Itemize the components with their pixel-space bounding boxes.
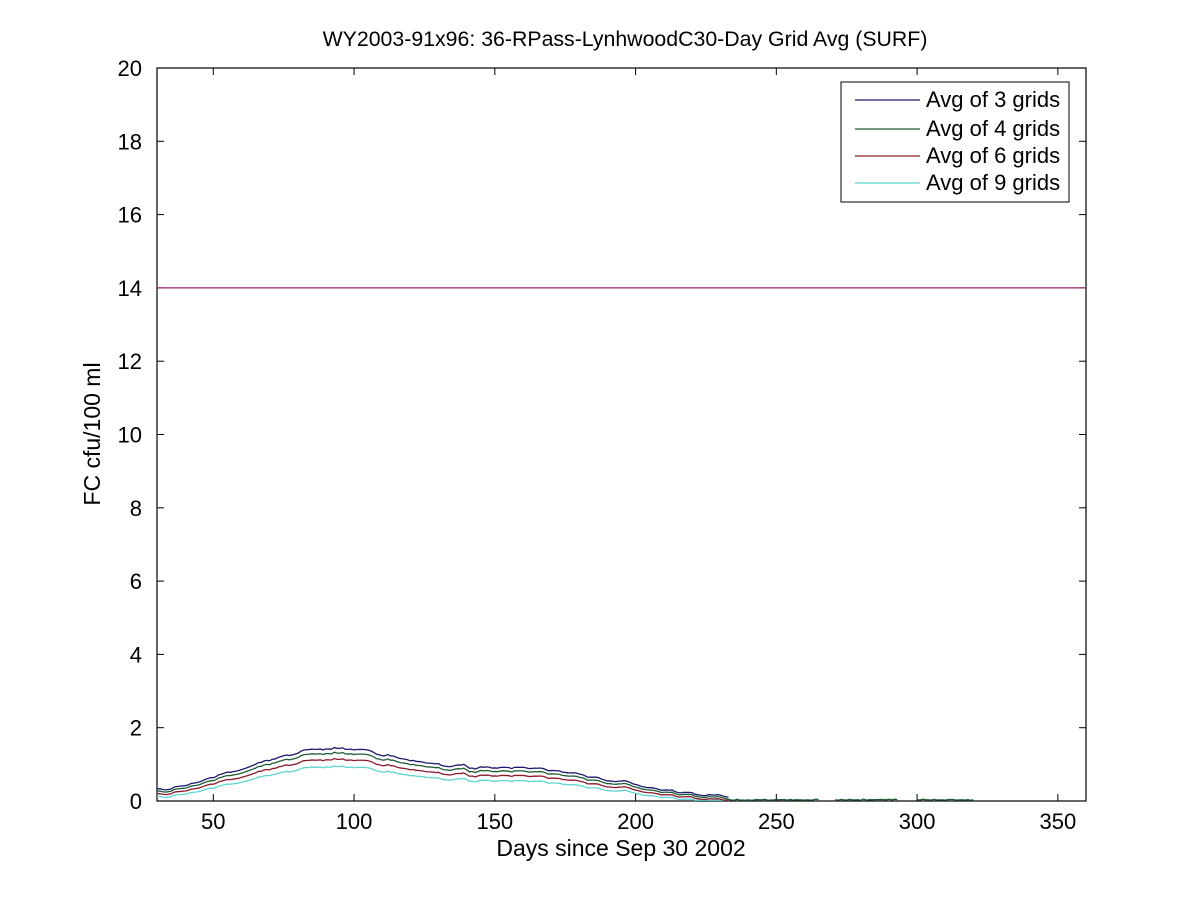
svg-text:Avg of 4 grids: Avg of 4 grids <box>926 116 1060 141</box>
svg-text:18: 18 <box>118 129 142 154</box>
svg-text:2: 2 <box>130 716 142 741</box>
svg-text:0: 0 <box>130 789 142 814</box>
svg-text:Days since Sep 30 2002: Days since Sep 30 2002 <box>496 835 745 861</box>
svg-text:8: 8 <box>130 496 142 521</box>
svg-text:350: 350 <box>1039 809 1076 834</box>
svg-text:100: 100 <box>336 809 373 834</box>
svg-text:4: 4 <box>130 642 142 667</box>
svg-text:250: 250 <box>758 809 795 834</box>
svg-text:Avg of 9 grids: Avg of 9 grids <box>926 170 1060 195</box>
svg-text:50: 50 <box>201 809 225 834</box>
svg-text:200: 200 <box>617 809 654 834</box>
svg-text:16: 16 <box>118 203 142 228</box>
svg-text:150: 150 <box>476 809 513 834</box>
svg-text:20: 20 <box>118 56 142 81</box>
svg-text:FC cfu/100 ml: FC cfu/100 ml <box>79 362 105 505</box>
svg-text:WY2003-91x96: 36-RPass-Lynhwoo: WY2003-91x96: 36-RPass-LynhwoodC30-Day G… <box>323 27 928 51</box>
svg-text:Avg of 6 grids: Avg of 6 grids <box>926 143 1060 168</box>
svg-text:Avg of 3 grids: Avg of 3 grids <box>926 87 1060 112</box>
svg-text:14: 14 <box>118 276 142 301</box>
svg-text:6: 6 <box>130 569 142 594</box>
svg-text:12: 12 <box>118 349 142 374</box>
svg-text:300: 300 <box>899 809 936 834</box>
svg-text:10: 10 <box>118 423 142 448</box>
